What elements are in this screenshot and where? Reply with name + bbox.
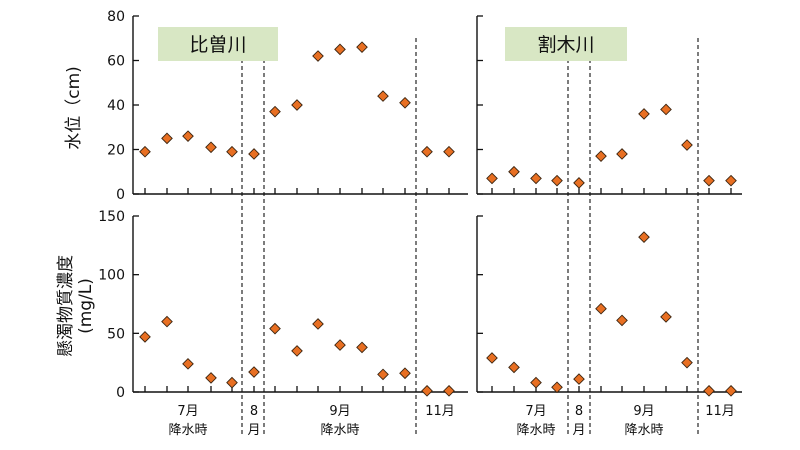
y-tick-label: 40 <box>107 98 125 114</box>
data-point <box>443 384 455 397</box>
data-point <box>530 376 542 389</box>
data-point <box>703 174 715 187</box>
data-point <box>291 345 303 357</box>
x-group-label: 7月 <box>177 404 198 419</box>
axes-layer <box>132 15 742 393</box>
y-tick-label: 60 <box>107 54 125 70</box>
data-point <box>725 174 737 187</box>
period-dividers <box>241 38 699 436</box>
data-point <box>205 141 217 154</box>
data-point <box>660 311 672 323</box>
panel-titles: 比曽川 割木川 <box>158 27 627 61</box>
data-point <box>334 339 346 351</box>
data-point <box>595 150 607 163</box>
data-point <box>681 356 693 369</box>
data-point <box>139 145 151 158</box>
data-point <box>139 331 151 343</box>
x-group-sublabel: 降水時 <box>320 423 359 438</box>
data-point <box>421 384 433 397</box>
x-group-sublabel: 降水時 <box>516 423 555 438</box>
data-point <box>182 358 194 370</box>
data-point <box>312 318 324 330</box>
data-point <box>486 172 498 185</box>
data-point <box>334 43 346 56</box>
data-point <box>356 41 368 53</box>
x-group-label: 7月 <box>525 404 546 419</box>
data-point <box>226 145 238 158</box>
data-point <box>421 145 433 158</box>
data-point <box>443 145 455 158</box>
data-point <box>703 384 715 397</box>
data-markers <box>139 41 737 397</box>
x-group-label: 11月 <box>705 404 735 419</box>
x-group-sublabel: 降水時 <box>624 423 663 438</box>
data-point <box>616 314 628 327</box>
data-point <box>356 341 368 354</box>
x-group-sublabel: 降水時 <box>168 423 207 438</box>
data-point <box>377 368 389 381</box>
data-point <box>248 148 260 160</box>
panel-title: 割木川 <box>537 34 594 56</box>
data-point <box>226 376 238 389</box>
data-point <box>269 322 281 335</box>
data-point <box>248 366 260 378</box>
data-point <box>551 174 563 187</box>
data-point <box>508 361 520 374</box>
data-point <box>638 231 650 243</box>
data-point <box>660 103 672 116</box>
y-tick-label: 20 <box>107 143 125 159</box>
data-point <box>399 367 411 380</box>
x-group-label: 11月 <box>425 404 455 419</box>
y-tick-label: 150 <box>98 209 125 225</box>
panel-title: 比曽川 <box>189 34 246 56</box>
x-group-label: 8 <box>250 404 258 419</box>
x-group-label: 9月 <box>329 404 350 419</box>
y-tick-label: 80 <box>107 9 125 25</box>
data-point <box>573 177 585 189</box>
data-point <box>291 99 303 111</box>
x-group-sublabel: 月 <box>572 423 585 438</box>
x-group-label: 8 <box>575 404 583 419</box>
data-point <box>551 381 563 394</box>
panel-title-box <box>505 27 627 61</box>
data-point <box>616 148 628 160</box>
data-point <box>312 50 324 62</box>
x-group-label: 9月 <box>633 404 654 419</box>
data-point <box>595 302 607 315</box>
y-tick-label: 0 <box>116 385 125 401</box>
data-point <box>681 139 693 151</box>
x-group-sublabel: 月 <box>247 423 260 438</box>
data-point <box>725 384 737 397</box>
data-point <box>508 165 520 178</box>
panel-title-box <box>158 27 278 61</box>
data-point <box>530 172 542 185</box>
data-point <box>269 105 281 118</box>
data-point <box>377 90 389 102</box>
data-point <box>399 96 411 109</box>
data-point <box>205 372 217 384</box>
axis-labels: 0 20 40 60 80 0 50 100 150 水位（cm) 懸濁物質濃度 (mg/L) 7月降水… <box>56 9 735 438</box>
data-point <box>573 373 585 385</box>
data-point <box>161 315 173 328</box>
data-point <box>161 132 173 145</box>
y-axis-label-unit: (mg/L) <box>76 278 96 334</box>
y-tick-label: 50 <box>107 326 125 342</box>
data-point <box>486 352 498 364</box>
data-point <box>182 130 194 142</box>
y-axis-label: 水位（cm) <box>64 66 84 150</box>
y-axis-label: 懸濁物質濃度 <box>56 255 76 357</box>
y-tick-label: 100 <box>98 268 125 284</box>
y-tick-label: 0 <box>116 187 125 203</box>
data-point <box>638 108 650 120</box>
